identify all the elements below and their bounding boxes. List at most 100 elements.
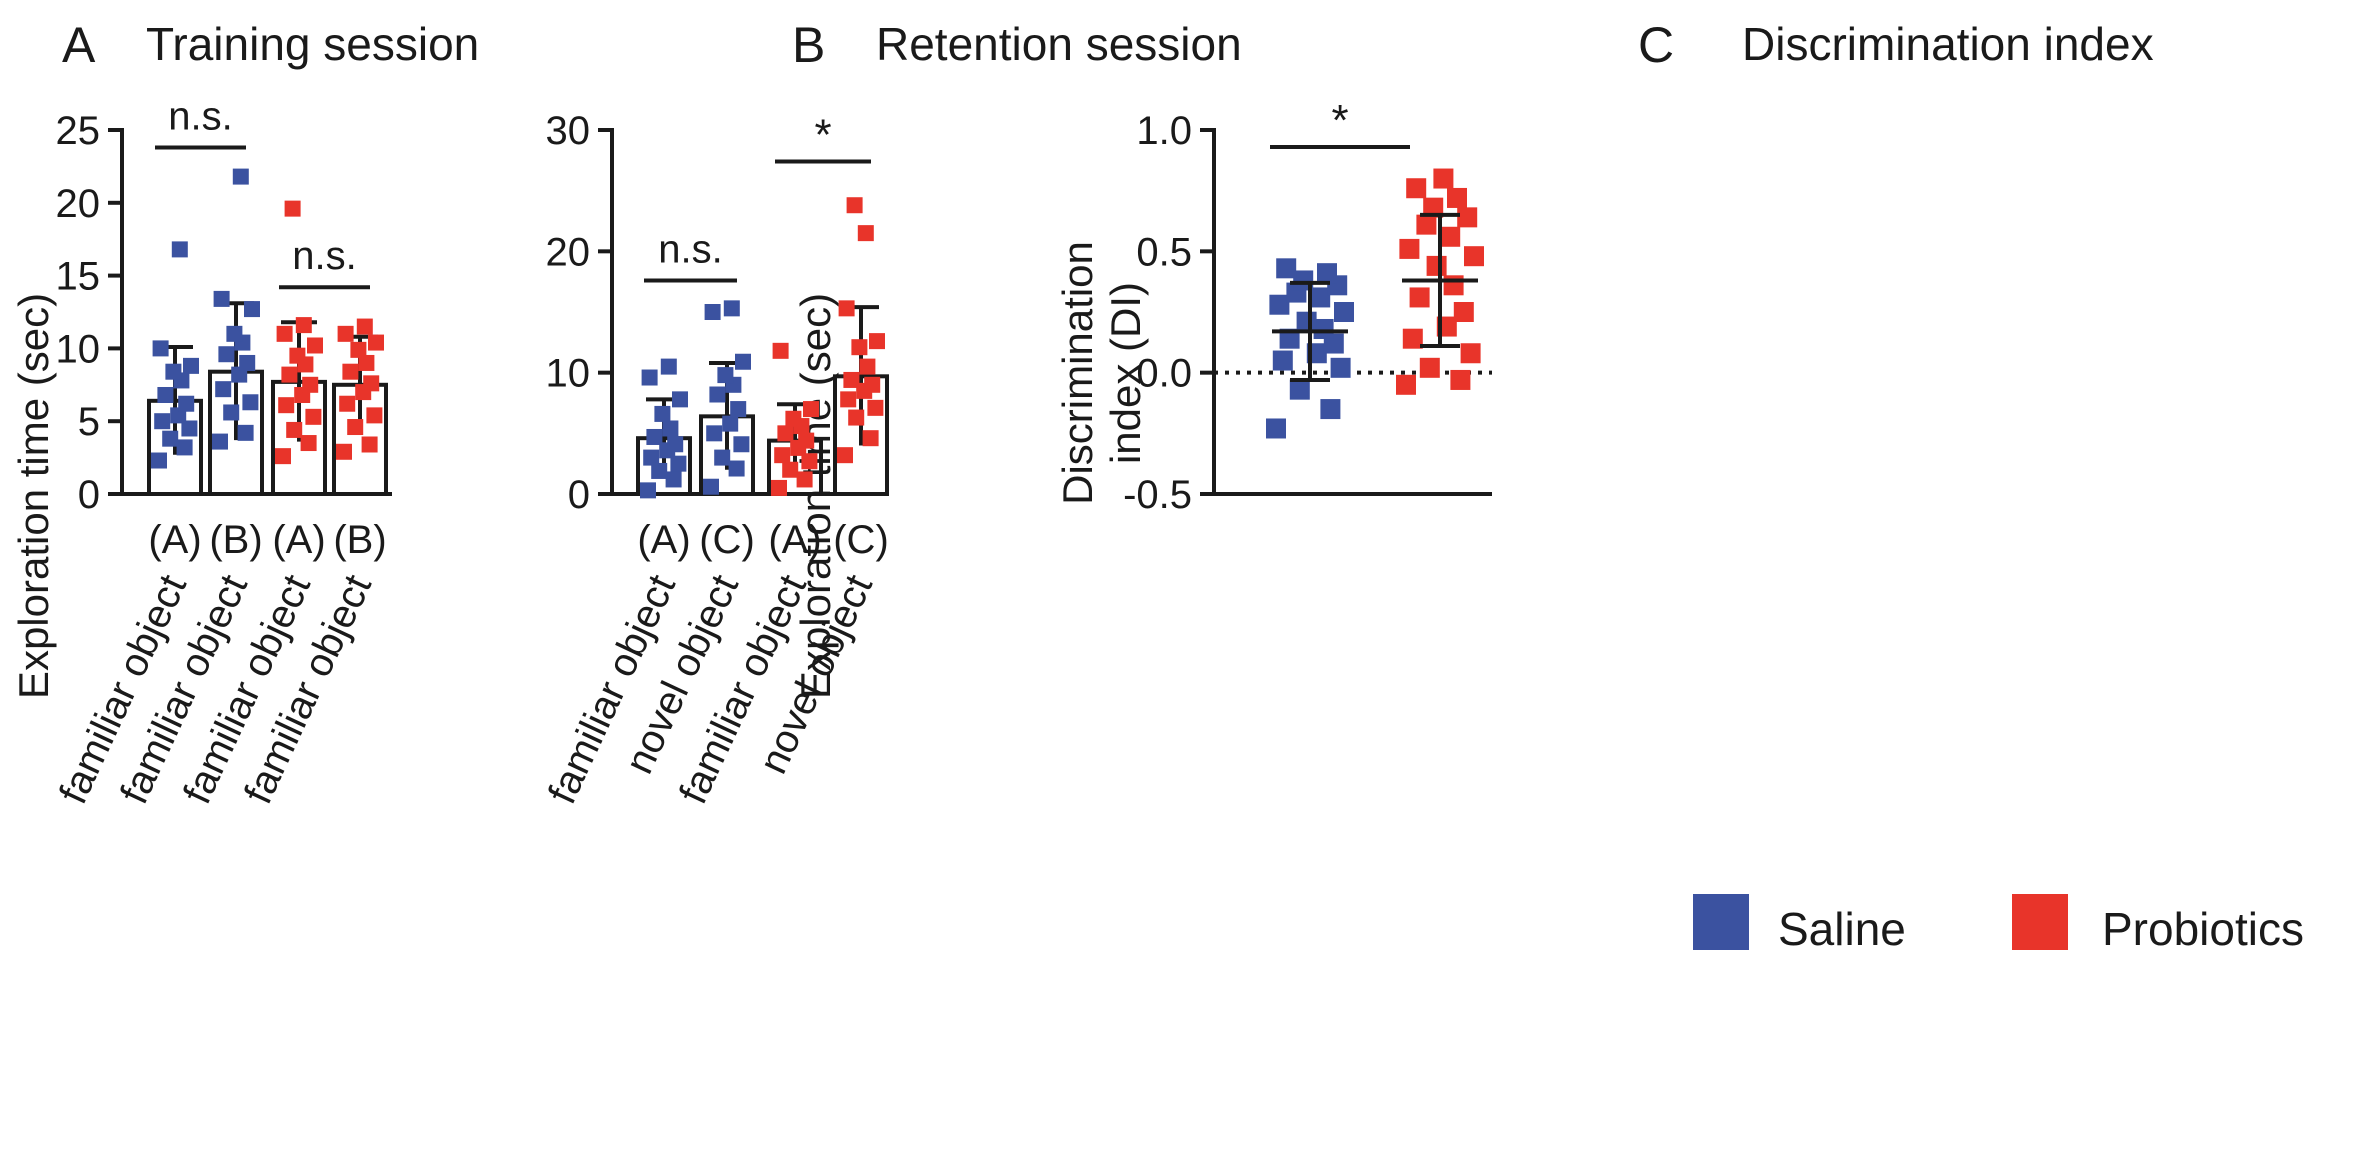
panel-c-data-point [1443, 275, 1464, 296]
panel-b-data-point [662, 420, 679, 437]
panel-c-data-point [1330, 357, 1351, 378]
panel-a-data-point [300, 435, 317, 452]
panel-a-data-point [171, 241, 188, 258]
panel-c-data-point [1402, 328, 1423, 349]
panel-b-data-point [859, 358, 876, 375]
panel-b-data-point [730, 401, 747, 418]
panel-b-y-tick-label: 20 [546, 230, 591, 274]
panel-c-letter: C [1638, 17, 1674, 73]
panel-a-data-point [165, 363, 182, 380]
panel-b-data-point [723, 300, 740, 317]
panel-a-y-tick-label: 10 [56, 327, 101, 371]
panel-c-data-point [1320, 399, 1341, 420]
panel-b-x-labels: (A)familiar object(C)novel object(A)fami… [540, 518, 889, 810]
panel-a-data-point [356, 318, 373, 335]
panel-c-y-axis-label: Discriminationindex (DI) [1054, 241, 1149, 505]
panel-a-x-labels: (A)familiar object(B)familiar object(A)f… [51, 518, 387, 810]
panel-c-significance-label: * [1331, 96, 1348, 145]
panel-c-y-tick-label: 1.0 [1136, 109, 1192, 153]
panel-b-x-code-label: (C) [833, 518, 889, 562]
panel-a-x-code-label: (B) [209, 518, 262, 562]
panel-a-data-point [337, 325, 354, 342]
panel-a-title: Training session [146, 18, 479, 70]
panel-a-data-point [176, 439, 193, 456]
panel-b-data-point [714, 449, 731, 466]
panel-a-data-point [342, 363, 359, 380]
panel-a-x-code-label: (B) [333, 518, 386, 562]
panel-b-points [640, 197, 885, 499]
panel-b-data-point [803, 401, 819, 418]
panel-b-data-point [667, 436, 684, 453]
panel-c-data-point [1317, 263, 1337, 284]
panel-a-data-point [347, 419, 364, 436]
panel-c-data-point [1396, 374, 1416, 395]
panel-b-data-point [846, 197, 863, 214]
panel-a-data-point [307, 337, 323, 354]
panel-b-data-point [704, 304, 721, 320]
panel-a-data-point [361, 436, 378, 453]
panel-b-data-point [864, 376, 881, 393]
panel-b-axes: 0 10 20 30 [546, 109, 884, 517]
panel-a-data-point [276, 325, 293, 342]
panel-a-data-point [212, 433, 228, 450]
panel-c-data-point [1447, 187, 1467, 208]
panel-a-data-point [223, 404, 240, 421]
panel-a-data-point [178, 395, 195, 412]
panel-a-data-point [226, 325, 243, 342]
panel-c: C Discrimination index Discriminationind… [1054, 17, 2154, 517]
panel-c-annotations: * [1270, 96, 1410, 149]
panel-a-data-point [157, 386, 174, 403]
panel-a-data-point [350, 341, 367, 358]
panel-a-data-point [366, 407, 383, 424]
panel-c-data-point [1457, 207, 1478, 228]
legend-label-saline: Saline [1778, 903, 1906, 955]
panel-a-data-point [289, 347, 306, 364]
panel-b-data-point [728, 460, 745, 477]
panel-b-data-point [774, 447, 791, 464]
panel-a-data-point [368, 334, 384, 351]
panel-c-data-point [1450, 369, 1471, 390]
panel-c-points [1266, 168, 1484, 439]
panel-a-x-code-label: (A) [272, 518, 325, 562]
panel-b-data-point [717, 367, 734, 384]
panel-a-data-point [358, 354, 375, 371]
panel-c-data-point [1266, 418, 1286, 439]
panel-c-axes: -0.5 0.0 0.5 1.0 [1123, 109, 1492, 517]
panel-c-y-axis-label-line-1: Discrimination [1054, 241, 1101, 505]
panel-b-data-point [838, 300, 855, 317]
panel-b-data-point [646, 428, 663, 445]
panel-a-axes: 0 5 10 15 20 25 [56, 109, 392, 517]
panel-a-points [151, 168, 384, 469]
panel-a-data-point [295, 317, 312, 334]
panel-a-data-point [244, 301, 260, 318]
panel-b-bar [833, 374, 889, 497]
panel-a-x-code-label: (A) [148, 518, 201, 562]
panel-b-data-point [665, 471, 682, 488]
panel-b-data-point [796, 471, 813, 488]
panel-a-data-point [232, 168, 249, 185]
panel-a-data-point [213, 290, 230, 307]
panel-c-data-point [1419, 357, 1440, 378]
panel-a-bar [147, 398, 203, 497]
panel-a-data-point [181, 420, 198, 437]
panel-a-data-point [286, 421, 303, 438]
panel-b-data-point [840, 391, 857, 408]
panel-b-data-point [703, 478, 719, 495]
panel-b-data-point [771, 479, 787, 496]
panel-b-data-point [848, 409, 865, 426]
panel-a-data-point [218, 346, 235, 363]
panel-a-y-tick-label: 25 [56, 109, 101, 153]
panel-b-data-point [660, 358, 677, 375]
panel-b-data-point [843, 371, 860, 388]
panel-c-data-point [1460, 343, 1481, 364]
panel-a-data-point [339, 395, 356, 412]
panel-a-data-point [237, 424, 254, 441]
panel-a-data-point [284, 200, 301, 217]
legend-swatch-probiotics [2012, 894, 2068, 950]
panel-c-data-point [1399, 238, 1420, 259]
panel-c-data-point [1334, 302, 1354, 322]
panel-a-data-point [278, 397, 295, 414]
panel-b-title: Retention session [876, 18, 1242, 70]
panel-a-data-point [305, 408, 322, 425]
panel-b-annotations: n.s. * [644, 111, 871, 283]
